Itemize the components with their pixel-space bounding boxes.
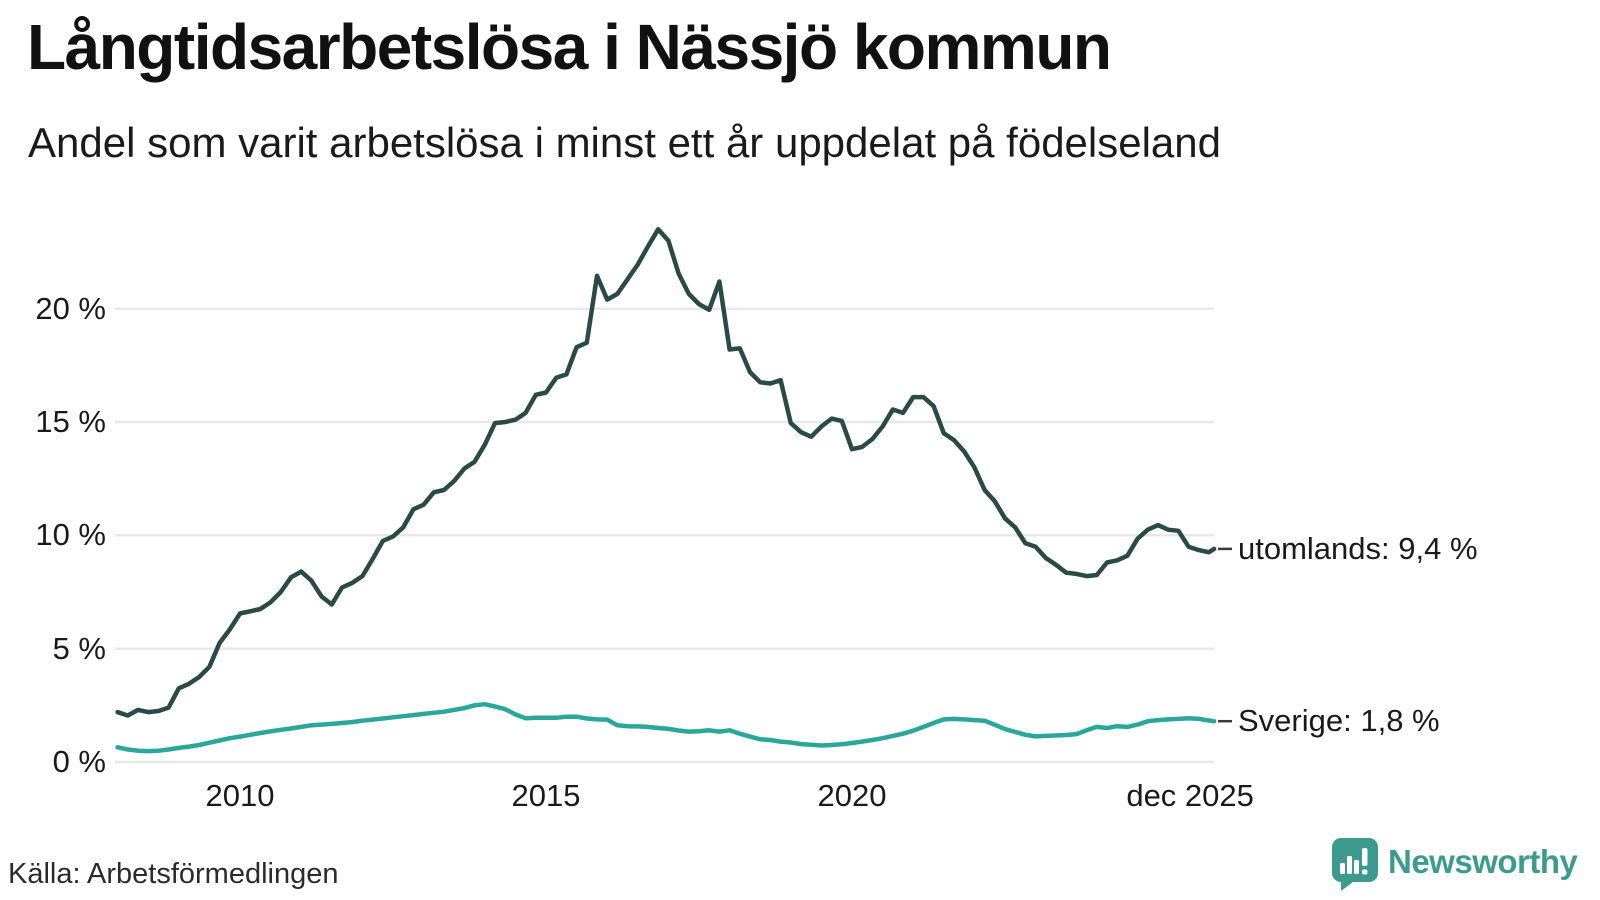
series-end-label-utomlands: utomlands: 9,4 % [1238, 530, 1478, 566]
series-line-sverige [115, 701, 1217, 754]
x-axis-tick-label: 2015 [511, 778, 581, 813]
x-axis-tick-label: 2020 [817, 778, 887, 813]
series-end-label-sverige: Sverige: 1,8 % [1238, 703, 1440, 739]
y-axis-tick-label: 10 % [35, 517, 106, 553]
series-line-utomlands [115, 227, 1217, 718]
y-axis-tick-label: 0 % [52, 744, 106, 779]
y-axis-tick-label: 15 % [35, 403, 106, 439]
source-note: Källa: Arbetsförmedlingen [8, 858, 339, 890]
page-title: Långtidsarbetslösa i Nässjö kommun [27, 11, 1112, 83]
y-axis-tick-label: 20 % [35, 290, 106, 326]
y-axis-tick-label: 5 % [52, 630, 106, 666]
x-axis-tick-label: 2010 [205, 778, 275, 813]
newsworthy-wordmark: Newsworthy [1388, 842, 1578, 880]
newsworthy-speech-bubble-chart-icon [1332, 838, 1378, 891]
x-axis-tick-label: dec 2025 [1126, 778, 1254, 813]
page-subtitle: Andel som varit arbetslösa i minst ett å… [28, 119, 1222, 166]
newsworthy-logo: Newsworthy [1332, 838, 1578, 892]
